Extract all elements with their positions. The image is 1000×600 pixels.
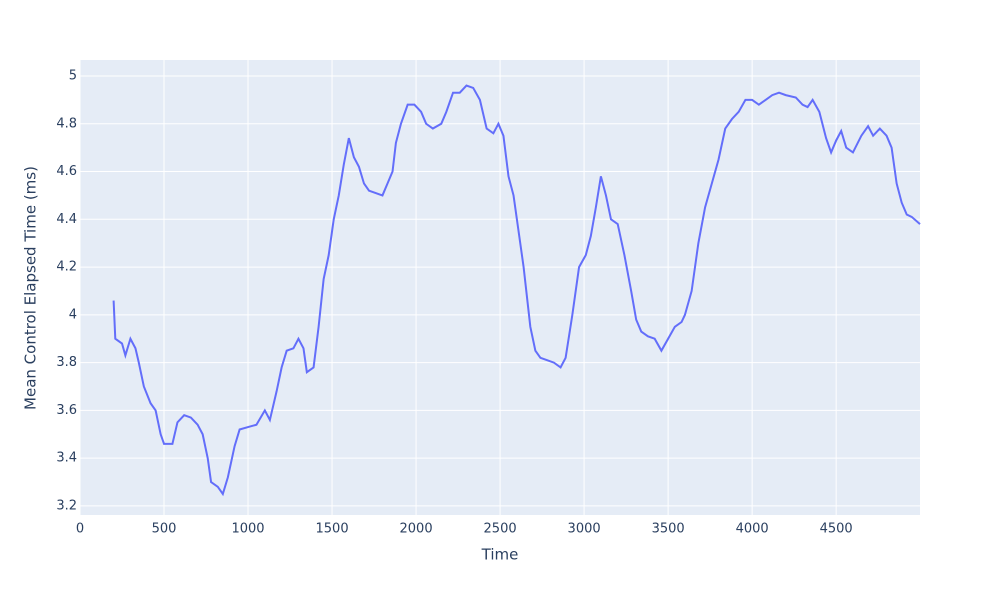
y-tick-label: 4.4 <box>56 212 77 227</box>
x-tick-label: 3500 <box>652 522 685 537</box>
x-tick-label: 2500 <box>484 522 517 537</box>
x-tick-label: 4000 <box>736 522 769 537</box>
y-tick-label: 3.2 <box>56 498 77 513</box>
x-tick-label: 1000 <box>231 522 264 537</box>
y-tick-label: 3.6 <box>56 403 77 418</box>
y-tick-label: 4.6 <box>56 164 77 179</box>
x-tick-label: 3000 <box>568 522 601 537</box>
x-tick-label: 1500 <box>316 522 349 537</box>
x-tick-label: 500 <box>152 522 177 537</box>
x-tick-label: 0 <box>76 522 84 537</box>
data-line <box>112 84 921 497</box>
y-tick-label: 4 <box>69 307 77 322</box>
y-tick-label: 3.8 <box>56 355 77 370</box>
y-tick-label: 5 <box>69 69 77 84</box>
y-tick-label: 3.4 <box>56 451 77 466</box>
x-axis-title: Time <box>481 546 519 564</box>
y-tick-label: 4.2 <box>56 260 77 275</box>
y-tick-label: 4.8 <box>56 116 77 131</box>
y-axis-title: Mean Control Elapsed Time (ms) <box>22 166 40 410</box>
x-tick-label: 2000 <box>400 522 433 537</box>
x-tick-label: 4500 <box>820 522 853 537</box>
